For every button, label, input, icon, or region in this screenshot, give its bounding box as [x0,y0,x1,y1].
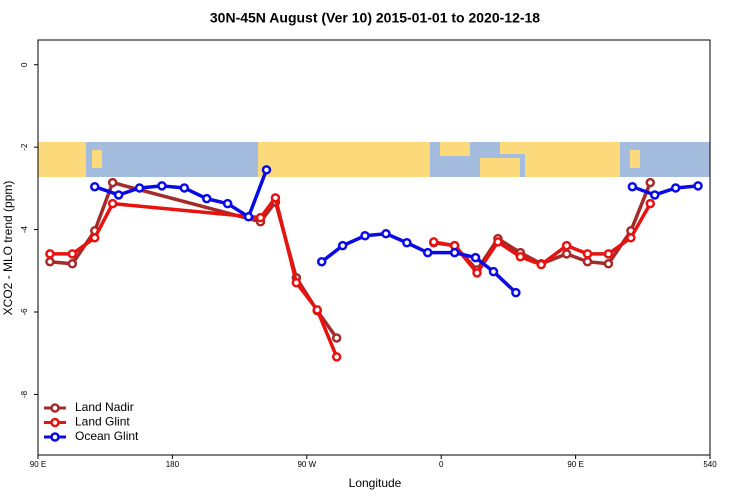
y-tick-label: -4 [20,225,29,233]
chart-title: 30N-45N August (Ver 10) 2015-01-01 to 20… [210,10,540,26]
point [360,231,370,241]
x-tick-label: 540 [703,460,717,469]
x-tick-label: 90 E [567,460,583,469]
point [45,249,55,259]
x-tick-label: 90 E [30,460,46,469]
point [107,198,118,209]
point [331,352,342,362]
point [89,181,100,192]
plot-frame [37,39,711,456]
point [649,190,660,200]
legend-marker [50,417,60,428]
point [670,183,681,193]
x-axis-label: Longitude [349,476,402,490]
point [331,333,342,343]
point [222,198,233,209]
point [627,181,638,192]
y-tick-label: 0 [20,62,29,67]
point [561,249,572,259]
legend-marker [50,432,60,442]
x-tick-label: 0 [439,460,444,469]
point [582,249,593,259]
x-tick-label: 90 W [297,460,316,469]
point [402,238,412,248]
point [157,181,167,191]
legend-label: Ocean Glint [75,429,139,443]
point [603,249,614,259]
point [603,259,614,269]
point [582,256,593,267]
point [179,183,190,193]
point [243,212,254,222]
y-axis-label: XCO2 - MLO trend (ppm) [1,181,15,316]
x-tick-label: 180 [166,460,180,469]
y-tick-label: -6 [20,308,29,316]
point [89,233,100,243]
point [626,233,636,243]
point [337,240,348,251]
point [470,252,481,263]
point [113,190,124,200]
y-tick-label: -8 [20,390,29,398]
point [515,252,526,262]
point [693,181,703,191]
point [488,266,499,277]
point [316,256,327,267]
legend-label: Land Glint [75,415,130,429]
point [645,198,656,209]
point [423,247,433,258]
legend-label: Land Nadir [75,400,134,414]
series-line [49,193,652,358]
point [561,240,572,251]
point [312,305,323,315]
point [67,259,78,269]
point [134,183,145,193]
point [472,268,482,278]
point [67,249,78,259]
map-band [38,142,710,177]
point [428,237,439,247]
legend-marker [50,403,60,413]
point [645,177,656,188]
point [449,247,460,258]
point [536,259,547,270]
point [255,212,266,223]
point [107,177,118,188]
point [493,237,503,247]
point [201,193,212,204]
point [270,193,281,203]
point [261,165,272,175]
point [45,256,55,267]
y-tick-label: -2 [20,143,29,151]
point [291,277,302,288]
point [381,228,391,239]
point [511,287,521,298]
